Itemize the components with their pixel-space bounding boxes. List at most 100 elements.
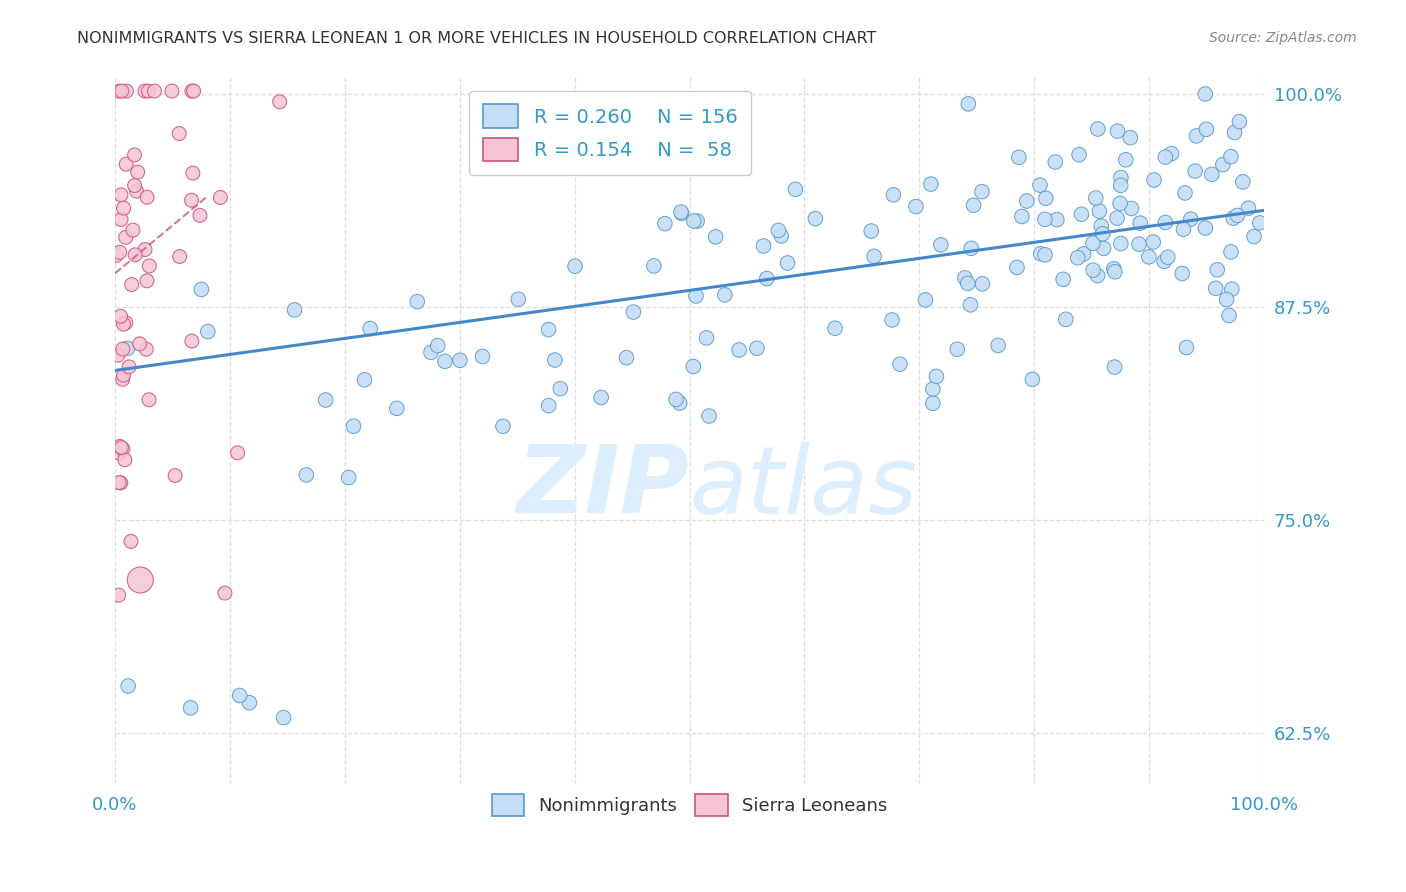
Point — [190, 282, 212, 296]
Point — [295, 467, 318, 482]
Point — [353, 373, 375, 387]
Point — [668, 396, 690, 410]
Point — [921, 382, 943, 396]
Point — [1109, 196, 1132, 211]
Point — [385, 401, 408, 416]
Point — [700, 158, 723, 172]
Point — [693, 148, 716, 162]
Point — [776, 256, 799, 270]
Point — [953, 271, 976, 285]
Point — [1154, 150, 1177, 164]
Point — [544, 353, 567, 368]
Point — [696, 331, 718, 345]
Point — [860, 224, 883, 238]
Point — [925, 369, 948, 384]
Point — [1223, 126, 1246, 140]
Point — [1137, 250, 1160, 264]
Point — [1249, 216, 1271, 230]
Point — [956, 277, 979, 291]
Point — [108, 84, 131, 98]
Point — [537, 323, 560, 337]
Point — [1243, 229, 1265, 244]
Point — [135, 342, 157, 356]
Point — [108, 446, 131, 460]
Point — [138, 392, 160, 407]
Point — [136, 274, 159, 288]
Point — [129, 573, 152, 587]
Point — [214, 586, 236, 600]
Point — [111, 442, 134, 456]
Point — [785, 182, 807, 196]
Point — [1154, 215, 1177, 229]
Point — [1171, 267, 1194, 281]
Point — [1109, 236, 1132, 251]
Point — [269, 95, 291, 109]
Point — [406, 294, 429, 309]
Point — [1109, 178, 1132, 193]
Point — [752, 239, 775, 253]
Point — [960, 241, 983, 255]
Point — [921, 396, 943, 410]
Point — [1090, 219, 1112, 233]
Point — [1029, 246, 1052, 260]
Point — [1070, 207, 1092, 221]
Point — [1054, 312, 1077, 326]
Point — [929, 237, 952, 252]
Point — [124, 148, 146, 162]
Point — [111, 342, 134, 356]
Point — [685, 289, 707, 303]
Point — [1157, 250, 1180, 264]
Point — [686, 214, 709, 228]
Point — [110, 187, 132, 202]
Point — [110, 310, 132, 324]
Point — [768, 223, 790, 237]
Point — [315, 392, 337, 407]
Point — [105, 248, 128, 262]
Point — [755, 271, 778, 285]
Point — [671, 206, 693, 220]
Point — [745, 341, 768, 355]
Text: atlas: atlas — [689, 442, 918, 533]
Point — [863, 249, 886, 263]
Point — [134, 243, 156, 257]
Point — [110, 441, 132, 455]
Point — [1143, 173, 1166, 187]
Point — [1201, 167, 1223, 181]
Text: Source: ZipAtlas.com: Source: ZipAtlas.com — [1209, 31, 1357, 45]
Point — [107, 348, 129, 362]
Point — [1091, 227, 1114, 241]
Point — [197, 325, 219, 339]
Point — [728, 343, 751, 357]
Point — [1212, 158, 1234, 172]
Point — [1219, 244, 1241, 259]
Point — [508, 292, 530, 306]
Point — [1033, 248, 1056, 262]
Point — [1081, 263, 1104, 277]
Point — [117, 679, 139, 693]
Point — [714, 288, 737, 302]
Point — [957, 96, 980, 111]
Point — [1087, 122, 1109, 136]
Point — [1128, 237, 1150, 252]
Point — [1153, 254, 1175, 268]
Point — [804, 211, 827, 226]
Point — [342, 419, 364, 434]
Point — [669, 205, 692, 219]
Point — [471, 350, 494, 364]
Point — [127, 165, 149, 179]
Point — [1067, 251, 1090, 265]
Point — [1226, 208, 1249, 222]
Point — [1029, 178, 1052, 193]
Point — [1102, 261, 1125, 276]
Point — [654, 217, 676, 231]
Point — [591, 391, 613, 405]
Point — [337, 470, 360, 484]
Point — [114, 230, 136, 244]
Point — [110, 212, 132, 227]
Point — [180, 334, 202, 348]
Point — [682, 359, 704, 374]
Point — [962, 198, 984, 212]
Point — [183, 84, 205, 98]
Point — [112, 368, 135, 383]
Point — [1194, 221, 1216, 235]
